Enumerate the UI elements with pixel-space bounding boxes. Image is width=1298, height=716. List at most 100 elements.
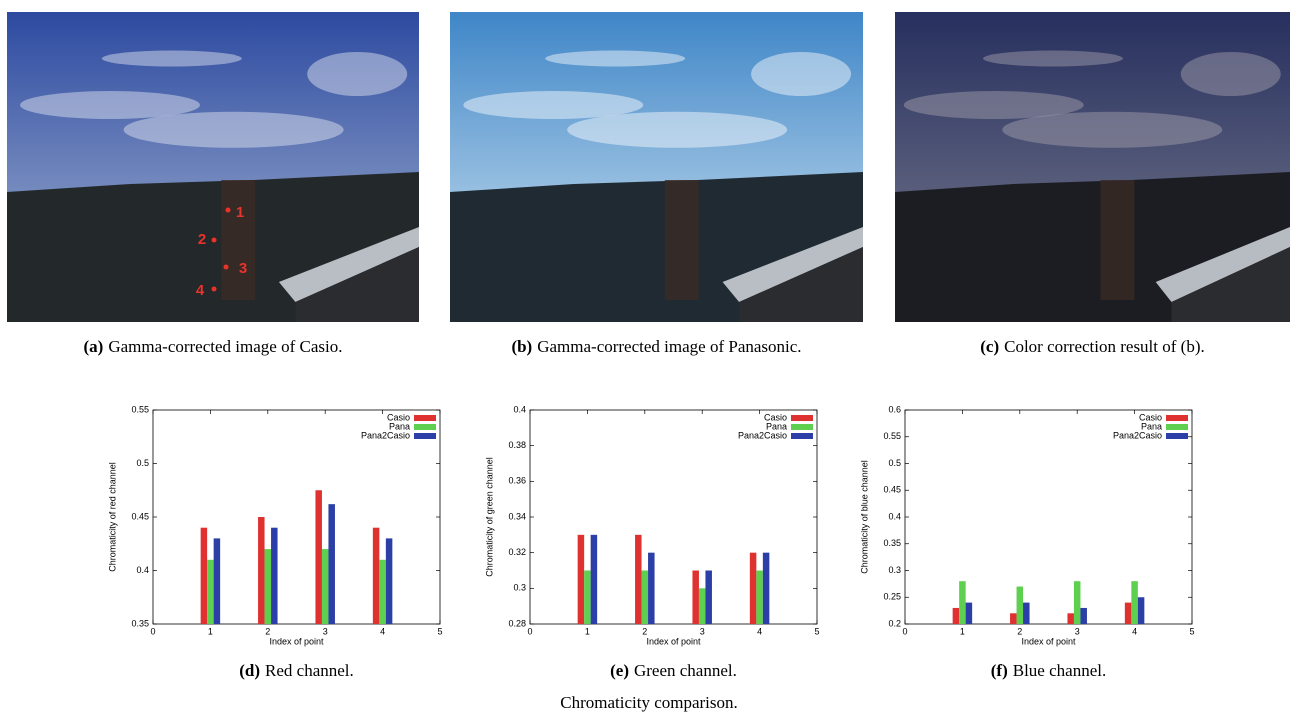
bar (201, 528, 208, 624)
legend-label: Pana2Casio (361, 430, 410, 440)
bar (705, 571, 712, 625)
bar (1131, 581, 1138, 624)
y-axis-label: Chromaticity of green channel (484, 457, 494, 577)
point-marker (212, 287, 217, 292)
legend-swatch (1166, 433, 1188, 439)
bar (648, 553, 655, 624)
x-tick-label: 4 (1132, 626, 1137, 636)
x-tick-label: 2 (1017, 626, 1022, 636)
bar (1017, 587, 1024, 624)
plot-frame (905, 410, 1192, 624)
figure-caption: Chromaticity comparison. (560, 693, 738, 712)
figure: (a)Gamma-corrected image of Casio. (b) Gam… (0, 0, 1298, 716)
bar (328, 504, 335, 624)
bar (966, 603, 973, 624)
x-tick-label: 3 (700, 626, 705, 636)
bar (1080, 608, 1087, 624)
legend-swatch (414, 415, 436, 421)
caption-text: Red channel. (265, 661, 354, 680)
y-tick-label: 0.34 (508, 511, 526, 521)
point-marker (224, 265, 229, 270)
x-tick-label: 5 (814, 626, 819, 636)
x-tick-label: 0 (902, 626, 907, 636)
bar (756, 571, 763, 625)
caption-text: Gamma-corrected image of Casio. (108, 337, 342, 356)
y-tick-label: 0.25 (883, 592, 901, 602)
point-label: 4 (196, 282, 205, 299)
cloud (102, 51, 242, 67)
legend-swatch (414, 424, 436, 430)
bar (642, 571, 649, 625)
bar (386, 538, 393, 624)
y-tick-label: 0.4 (136, 565, 149, 575)
x-axis-label: Index of point (1021, 636, 1076, 646)
point-label: 3 (239, 260, 247, 277)
bar (258, 517, 265, 624)
x-tick-label: 5 (1189, 626, 1194, 636)
photo (450, 12, 863, 322)
caption-label: (b) (511, 337, 532, 356)
bar (763, 553, 770, 624)
x-tick-label: 3 (1075, 626, 1080, 636)
y-axis-label: Chromaticity of blue channel (859, 460, 869, 574)
bar (1138, 597, 1145, 624)
plot-frame (153, 410, 440, 624)
bar (1067, 613, 1074, 624)
bar (322, 549, 329, 624)
y-tick-label: 0.55 (883, 431, 901, 441)
legend-label: Pana2Casio (738, 430, 787, 440)
y-tick-label: 0.4 (513, 404, 526, 414)
y-tick-label: 0.35 (883, 538, 901, 548)
bar (635, 535, 642, 624)
y-tick-label: 0.3 (513, 583, 526, 593)
y-tick-label: 0.2 (888, 618, 901, 628)
x-tick-label: 2 (642, 626, 647, 636)
photo (7, 12, 419, 322)
y-tick-label: 0.38 (508, 440, 526, 450)
x-tick-label: 3 (323, 626, 328, 636)
legend-label: Pana2Casio (1113, 430, 1162, 440)
caption: (e)Green channel. (610, 661, 737, 680)
x-tick-label: 0 (150, 626, 155, 636)
bar (271, 528, 278, 624)
caption-label: (a) (84, 337, 104, 356)
cloud (751, 52, 851, 96)
point-label: 2 (198, 231, 206, 248)
x-axis-label: Index of point (269, 636, 324, 646)
cloud (1181, 52, 1281, 96)
caption: (f)Blue channel. (991, 661, 1106, 680)
bar (1010, 613, 1017, 624)
legend-swatch (791, 433, 813, 439)
bar (207, 560, 214, 624)
cloud (307, 52, 407, 96)
bar (953, 608, 960, 624)
bar (750, 553, 757, 624)
y-tick-label: 0.3 (888, 565, 901, 575)
y-tick-label: 0.5 (888, 458, 901, 468)
bar (214, 538, 221, 624)
caption-text: Green channel. (634, 661, 737, 680)
y-tick-label: 0.36 (508, 476, 526, 486)
caption: (a)Gamma-corrected image of Casio. (84, 337, 343, 356)
y-tick-label: 0.28 (508, 618, 526, 628)
y-axis-label: Chromaticity of red channel (107, 462, 117, 572)
cloud (463, 91, 643, 119)
caption-label: (c) (980, 337, 999, 356)
bar (265, 549, 272, 624)
cloud (545, 51, 685, 67)
x-tick-label: 1 (585, 626, 590, 636)
tower (1100, 180, 1134, 300)
bar (692, 571, 699, 625)
x-tick-label: 0 (527, 626, 532, 636)
tower (221, 180, 255, 300)
x-axis-label: Index of point (646, 636, 701, 646)
point-marker (226, 208, 231, 213)
cloud (1002, 112, 1222, 148)
tower (665, 180, 699, 300)
bar (379, 560, 386, 624)
y-tick-label: 0.4 (888, 511, 901, 521)
bar (1125, 603, 1132, 624)
plot-frame (530, 410, 817, 624)
bar (584, 571, 591, 625)
y-tick-label: 0.45 (883, 485, 901, 495)
